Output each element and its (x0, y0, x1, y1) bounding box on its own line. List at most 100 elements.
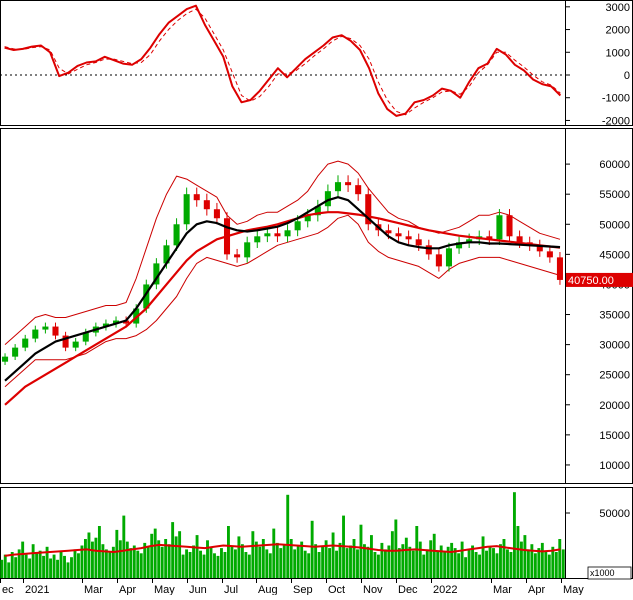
volume-bar (296, 545, 300, 578)
candle-body (334, 182, 342, 192)
volume-bar (471, 545, 475, 578)
volume-bar (422, 554, 426, 578)
volume-bar (401, 544, 405, 578)
candle-body (425, 245, 432, 255)
oscillator-y-tick-label: 0 (624, 70, 630, 82)
volume-bar (432, 533, 436, 578)
volume-bar (359, 524, 363, 578)
volume-bar (10, 552, 14, 578)
volume-bar (146, 546, 150, 578)
price-y-tick-label: 25000 (599, 370, 630, 382)
candle-body (52, 326, 59, 336)
volume-bar (181, 554, 185, 578)
volume-bar (366, 546, 370, 578)
x-tick-label: ec (2, 584, 14, 595)
volume-bar (429, 540, 433, 578)
volume-bar (258, 546, 262, 578)
candle-body (486, 236, 493, 240)
volume-bar (268, 553, 272, 578)
candle-body (42, 326, 49, 330)
candle-body (466, 239, 473, 243)
volume-bar (499, 544, 502, 578)
volume-bar (31, 544, 35, 578)
volume-average-line (4, 543, 561, 557)
volume-bar (104, 549, 108, 578)
volume-bar (439, 545, 443, 578)
volume-bar (230, 545, 234, 578)
volume-bar (457, 553, 461, 578)
oscillator-y-tick-label: -1000 (602, 93, 630, 105)
candle-body (385, 230, 392, 234)
candle-body (2, 356, 9, 362)
candle-body (516, 236, 523, 243)
candle-body (72, 341, 79, 348)
volume-bar (59, 552, 63, 578)
volume-bar (467, 549, 471, 578)
candle-body (506, 215, 513, 237)
volume-bar (90, 541, 94, 578)
candle-body (203, 200, 210, 210)
volume-bar (42, 555, 46, 578)
volume-bar (97, 526, 101, 578)
volume-bar (495, 553, 499, 578)
candle-body (32, 329, 39, 339)
price-y-tick-label: 60000 (599, 159, 630, 171)
volume-bar (129, 548, 133, 578)
volume-bar (352, 539, 356, 578)
volume-bar (547, 554, 551, 578)
volume-bar (394, 519, 398, 578)
candle-body (304, 215, 311, 222)
volume-bar (554, 552, 558, 578)
volume-bar (115, 529, 119, 578)
volume-bar (202, 554, 206, 578)
volume-bar (506, 549, 509, 578)
volume-bar (111, 546, 115, 578)
candle-body (123, 320, 130, 324)
candle-body (546, 251, 553, 258)
volume-bar (376, 554, 380, 578)
volume-bar (544, 550, 548, 578)
candle-body (264, 233, 271, 237)
volume-bar (443, 552, 447, 578)
price-y-tick-label: 50000 (599, 219, 630, 231)
volume-bar (453, 548, 457, 578)
candle-body (274, 233, 281, 237)
volume-bar (390, 531, 394, 578)
volume-bar (233, 549, 237, 578)
volume-bar (519, 541, 523, 578)
volume-bar (45, 546, 49, 578)
volume-bar (338, 542, 342, 578)
volume-bar (3, 554, 7, 578)
volume-bar (310, 520, 314, 578)
volume-bar (220, 548, 223, 578)
bollinger-upper (4, 160, 561, 345)
volume-bar (14, 557, 18, 578)
volume-bar (561, 549, 565, 578)
volume-bar (171, 522, 175, 578)
price-y-tick-label: 30000 (599, 340, 630, 352)
volume-unit-label: x1000 (590, 568, 615, 578)
unit-label-box (587, 566, 632, 580)
candle-body (143, 284, 150, 309)
x-tick-label: 2021 (25, 584, 49, 595)
volume-bar (300, 541, 304, 578)
volume-bar (317, 552, 321, 578)
volume-bar (558, 539, 562, 578)
volume-bar (418, 541, 422, 578)
oscillator-y-tick-label: 1000 (606, 47, 630, 59)
volume-bar (356, 549, 359, 578)
candle-body (355, 185, 362, 195)
x-tick-label: Apr (119, 584, 136, 595)
volume-bar (335, 550, 339, 578)
volume-bar (265, 549, 269, 578)
last-price-badge (566, 272, 633, 287)
candle-body (12, 347, 19, 357)
volume-bar (84, 539, 87, 578)
candle-body (254, 236, 261, 243)
x-tick-label: May (563, 584, 584, 595)
moving-average-long (4, 211, 561, 406)
price-y-tick-label: 10000 (599, 460, 630, 472)
oscillator-main-line (4, 4, 562, 117)
volume-bar (397, 548, 401, 578)
volume-bar (24, 554, 28, 578)
